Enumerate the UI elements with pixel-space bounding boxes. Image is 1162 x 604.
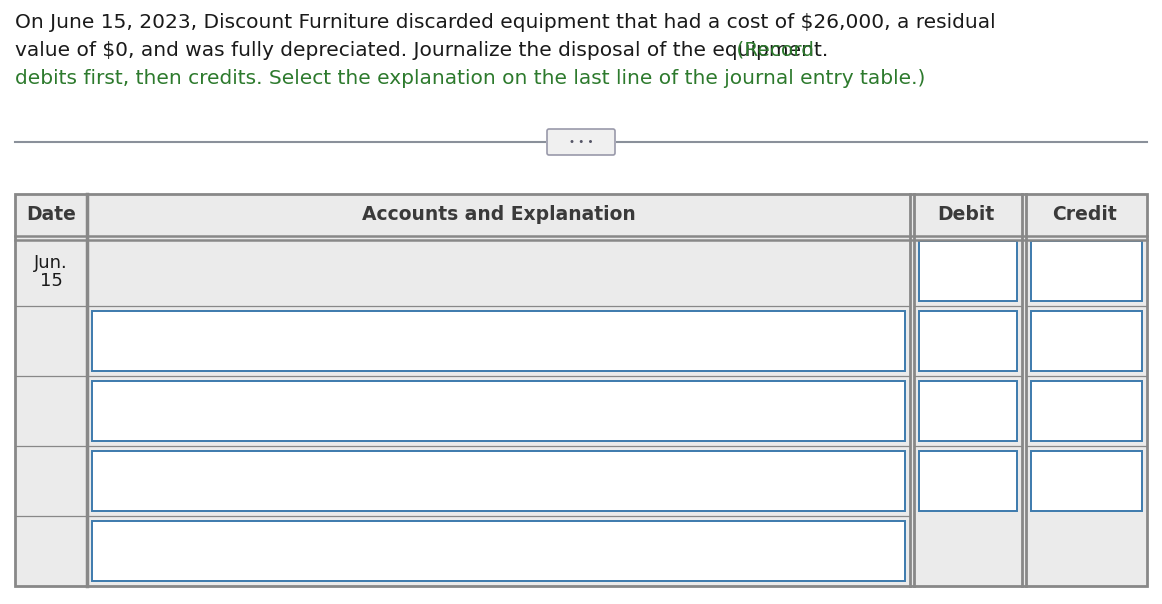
FancyBboxPatch shape [547, 129, 615, 155]
Bar [1031, 451, 1142, 511]
Text: Date: Date [26, 205, 76, 225]
Bar [919, 241, 1017, 301]
Text: Credit: Credit [1052, 205, 1117, 225]
Bar [919, 381, 1017, 441]
Text: On June 15, 2023, Discount Furniture discarded equipment that had a cost of $26,: On June 15, 2023, Discount Furniture dis… [15, 13, 996, 32]
Bar [92, 451, 905, 511]
Bar [92, 311, 905, 371]
Text: debits first, then credits. Select the explanation on the last line of the journ: debits first, then credits. Select the e… [15, 69, 925, 88]
Bar [15, 194, 1147, 586]
Text: value of $0, and was fully depreciated. Journalize the disposal of the equipment: value of $0, and was fully depreciated. … [15, 41, 829, 60]
Bar [919, 311, 1017, 371]
Text: Debit: Debit [938, 205, 995, 225]
Bar [1031, 381, 1142, 441]
Bar [1031, 241, 1142, 301]
Text: Jun.: Jun. [34, 254, 67, 272]
Text: • • •: • • • [568, 137, 594, 147]
Bar [15, 194, 1147, 586]
Text: Accounts and Explanation: Accounts and Explanation [361, 205, 636, 225]
Bar [919, 451, 1017, 511]
Bar [92, 381, 905, 441]
Bar [92, 521, 905, 581]
Text: 15: 15 [40, 272, 63, 291]
Text: (Record: (Record [730, 41, 815, 60]
Bar [1031, 311, 1142, 371]
